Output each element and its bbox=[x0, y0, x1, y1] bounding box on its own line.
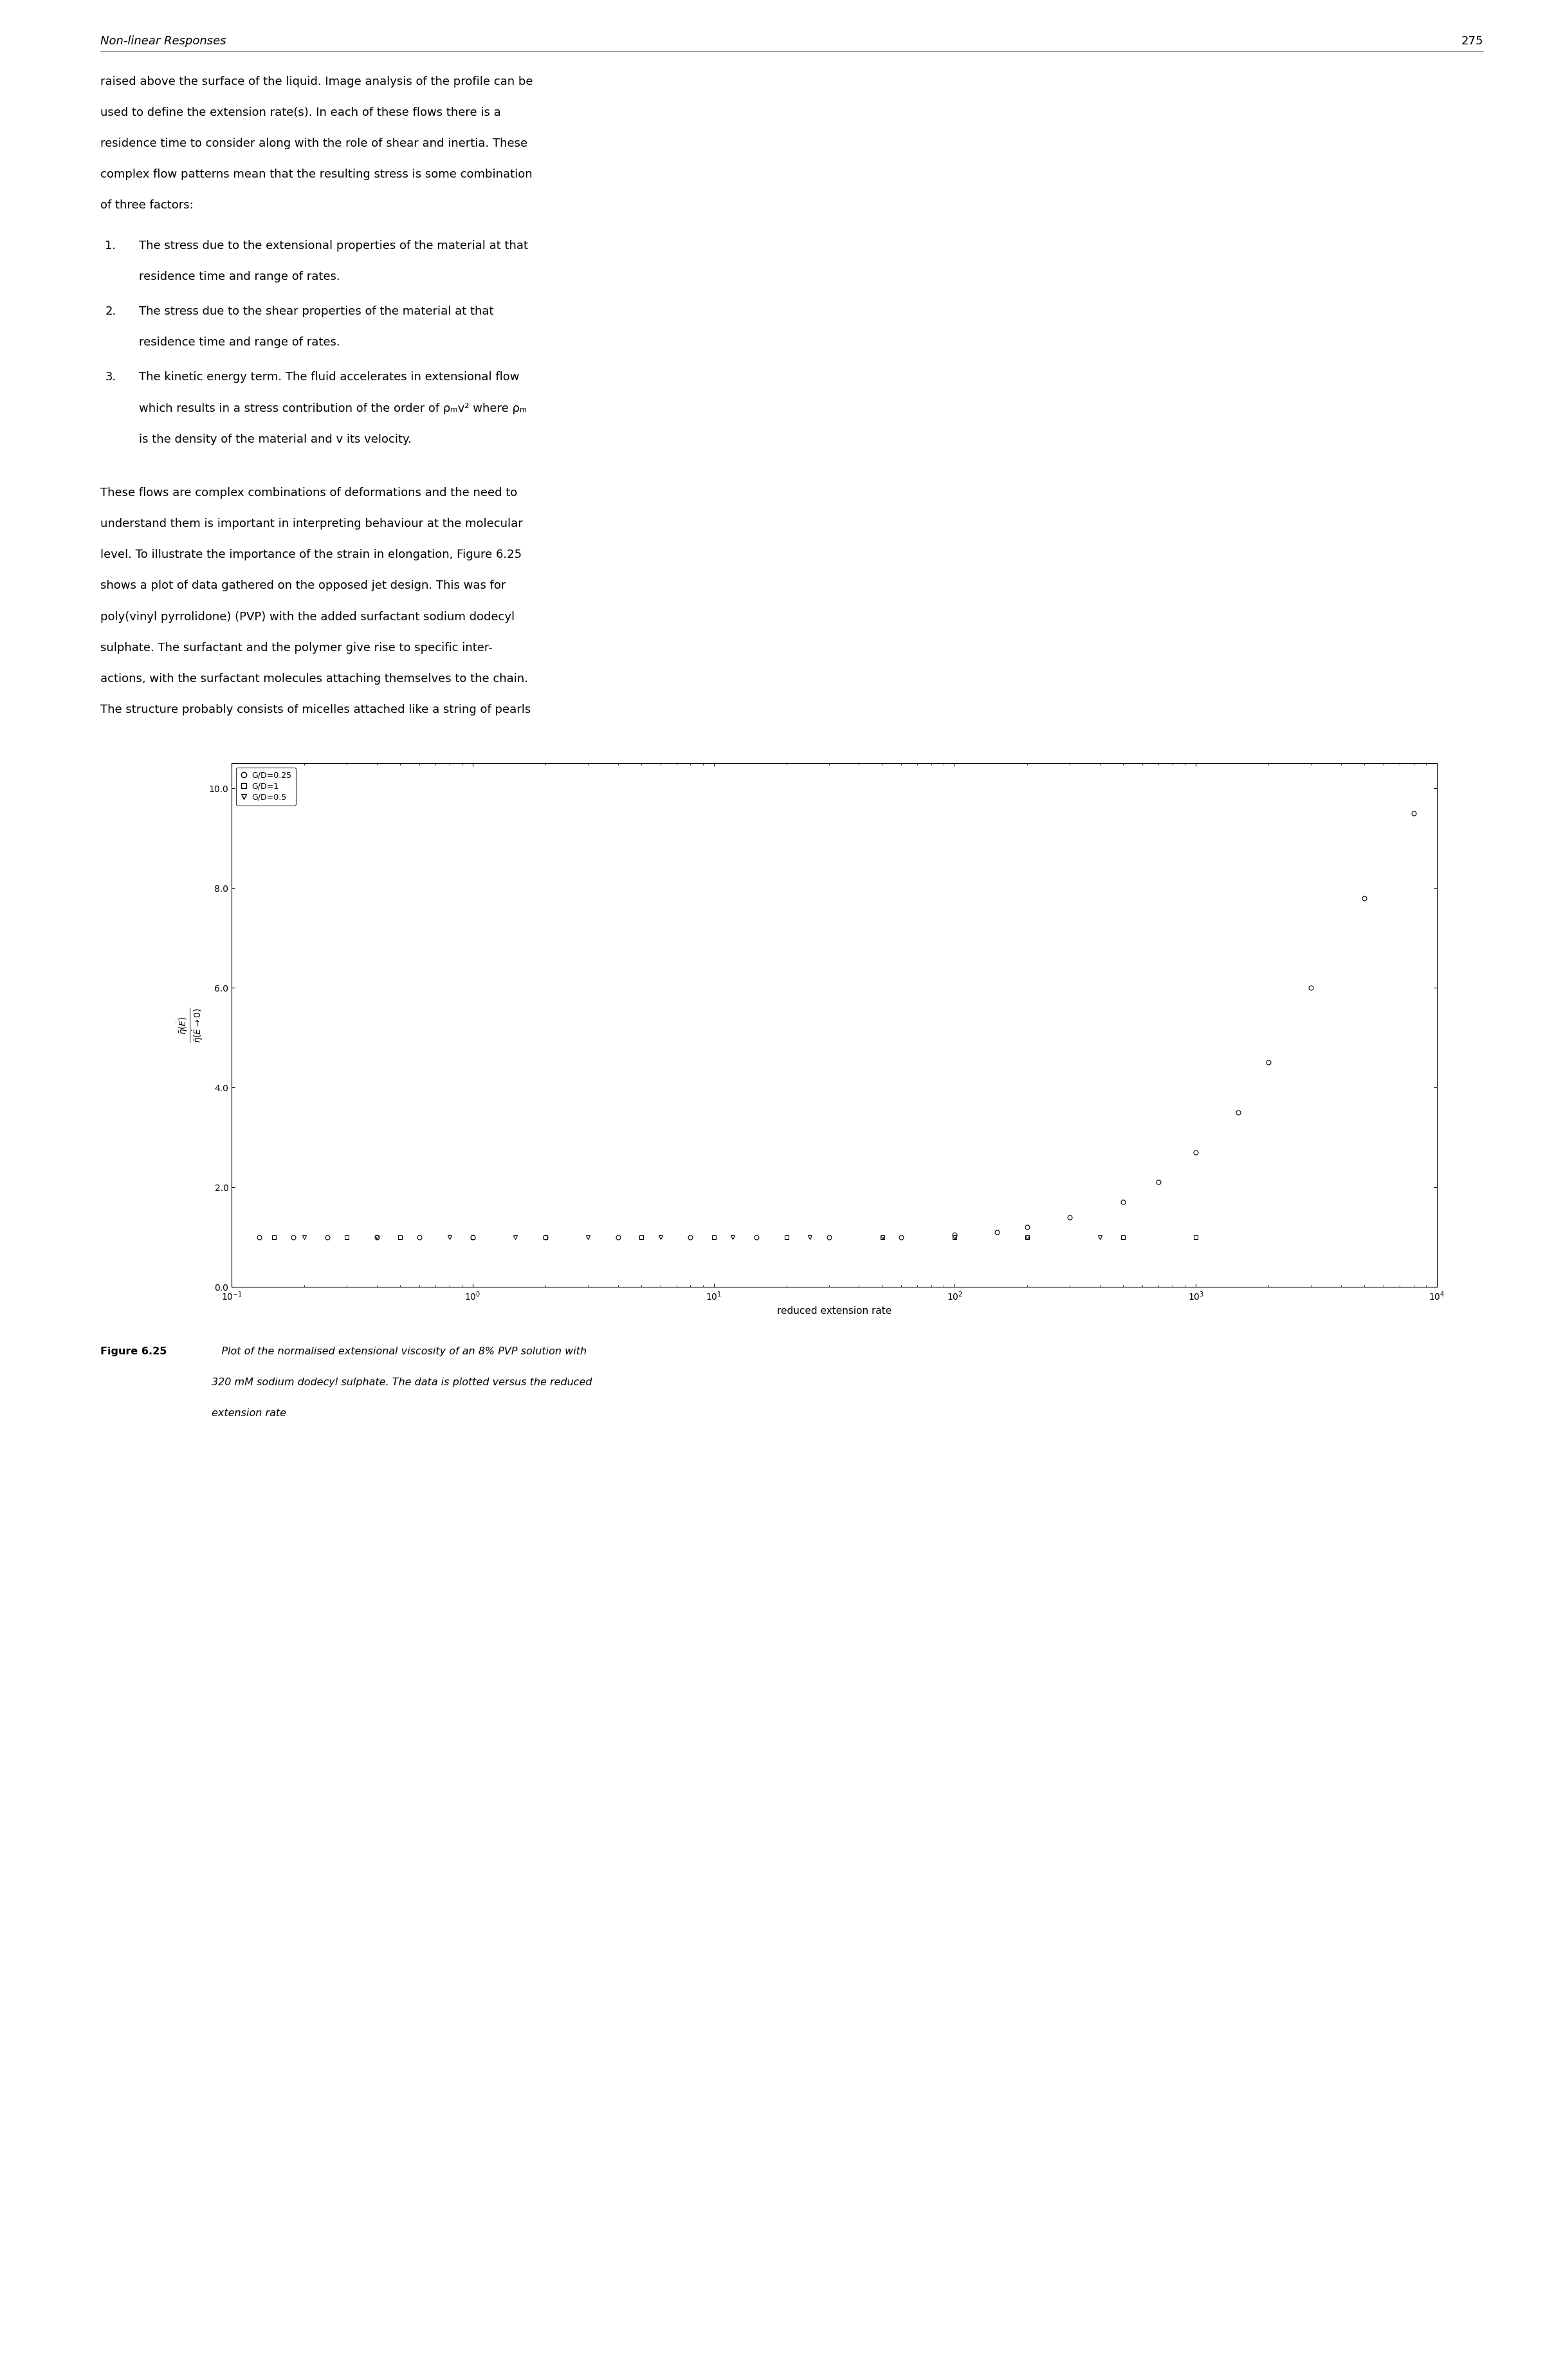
Text: shows a plot of data gathered on the opposed jet design. This was for: shows a plot of data gathered on the opp… bbox=[100, 581, 505, 593]
Text: residence time to consider along with the role of shear and inertia. These: residence time to consider along with th… bbox=[100, 138, 527, 150]
Text: poly(vinyl pyrrolidone) (PVP) with the added surfactant sodium dodecyl: poly(vinyl pyrrolidone) (PVP) with the a… bbox=[100, 612, 514, 624]
Text: Plot of the normalised extensional viscosity of an 8% PVP solution with: Plot of the normalised extensional visco… bbox=[212, 1347, 587, 1357]
Text: The stress due to the shear properties of the material at that: The stress due to the shear properties o… bbox=[139, 305, 494, 317]
Text: which results in a stress contribution of the order of ρₘv² where ρₘ: which results in a stress contribution o… bbox=[139, 402, 527, 414]
Y-axis label: $\frac{\bar{\eta}(\dot{E})}{\bar{\eta}(\dot{E}\rightarrow 0)}$: $\frac{\bar{\eta}(\dot{E})}{\bar{\eta}(\… bbox=[176, 1007, 204, 1042]
Text: residence time and range of rates.: residence time and range of rates. bbox=[139, 338, 340, 347]
Text: 1.: 1. bbox=[105, 240, 116, 252]
Text: The stress due to the extensional properties of the material at that: The stress due to the extensional proper… bbox=[139, 240, 528, 252]
Text: used to define the extension rate(s). In each of these flows there is a: used to define the extension rate(s). In… bbox=[100, 107, 501, 119]
Text: is the density of the material and v its velocity.: is the density of the material and v its… bbox=[139, 433, 411, 445]
Text: understand them is important in interpreting behaviour at the molecular: understand them is important in interpre… bbox=[100, 519, 522, 531]
Text: Non-linear Responses: Non-linear Responses bbox=[100, 36, 226, 48]
Text: sulphate. The surfactant and the polymer give rise to specific inter-: sulphate. The surfactant and the polymer… bbox=[100, 643, 493, 654]
Text: Figure 6.25: Figure 6.25 bbox=[100, 1347, 167, 1357]
Text: raised above the surface of the liquid. Image analysis of the profile can be: raised above the surface of the liquid. … bbox=[100, 76, 533, 88]
Text: The kinetic energy term. The fluid accelerates in extensional flow: The kinetic energy term. The fluid accel… bbox=[139, 371, 519, 383]
Text: complex flow patterns mean that the resulting stress is some combination: complex flow patterns mean that the resu… bbox=[100, 169, 533, 181]
Text: The structure probably consists of micelles attached like a string of pearls: The structure probably consists of micel… bbox=[100, 704, 531, 716]
Text: 3.: 3. bbox=[105, 371, 116, 383]
Text: level. To illustrate the importance of the strain in elongation, Figure 6.25: level. To illustrate the importance of t… bbox=[100, 550, 522, 562]
Text: 275: 275 bbox=[1462, 36, 1483, 48]
Text: residence time and range of rates.: residence time and range of rates. bbox=[139, 271, 340, 283]
X-axis label: reduced extension rate: reduced extension rate bbox=[777, 1307, 891, 1316]
Text: 2.: 2. bbox=[105, 305, 116, 317]
Text: actions, with the surfactant molecules attaching themselves to the chain.: actions, with the surfactant molecules a… bbox=[100, 674, 528, 685]
Text: extension rate: extension rate bbox=[212, 1409, 286, 1418]
Text: 320 mM sodium dodecyl sulphate. The data is plotted versus the reduced: 320 mM sodium dodecyl sulphate. The data… bbox=[212, 1378, 592, 1388]
Legend: G/D=0.25, G/D=1, G/D=0.5: G/D=0.25, G/D=1, G/D=0.5 bbox=[236, 766, 295, 804]
Text: These flows are complex combinations of deformations and the need to: These flows are complex combinations of … bbox=[100, 488, 518, 500]
Text: of three factors:: of three factors: bbox=[100, 200, 193, 212]
